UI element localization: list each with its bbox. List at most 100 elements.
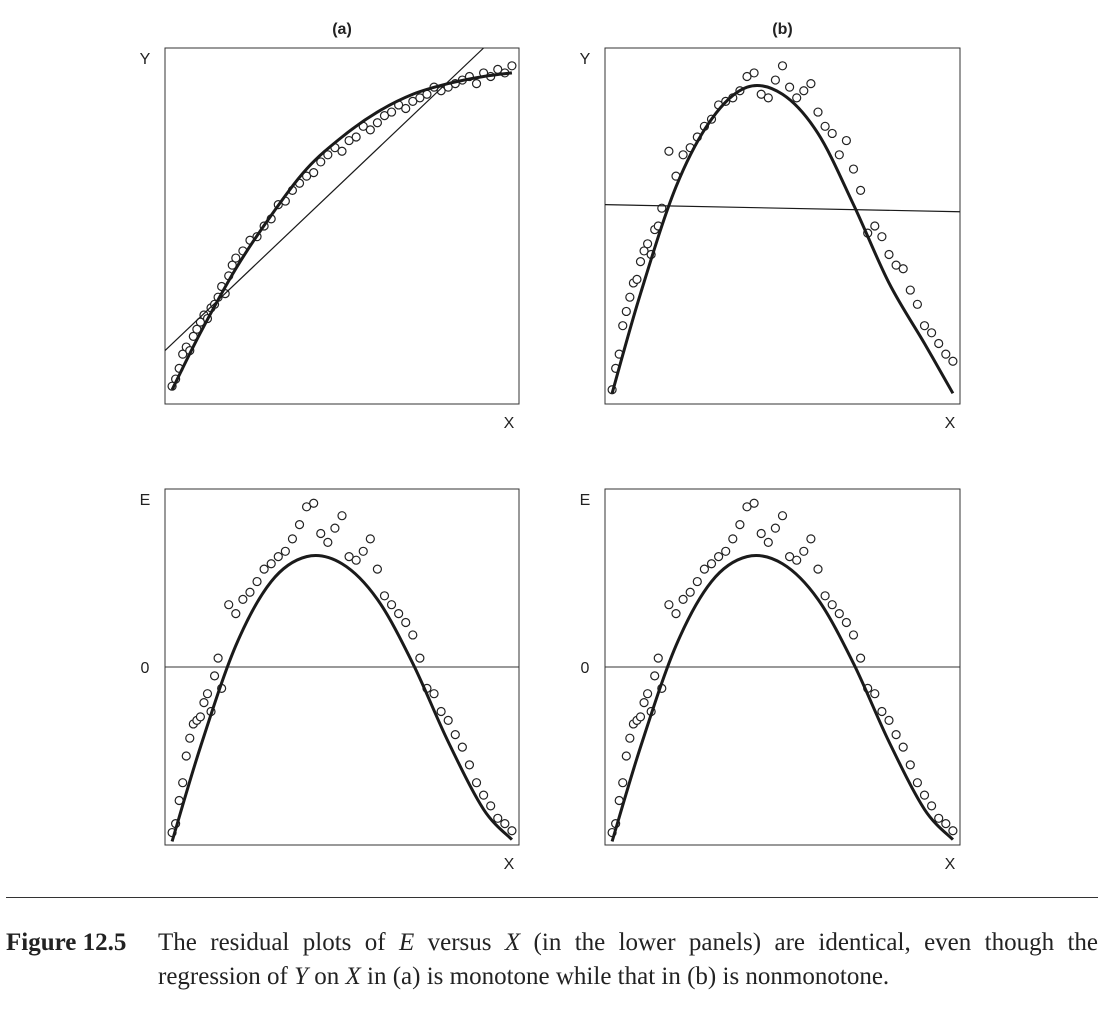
bottom-right-data-point [912,778,923,788]
bottom-left-data-point [185,733,195,743]
top-right-smooth-curve [610,83,955,395]
bottom-right-data-point [671,608,681,619]
bottom-right-data-point [639,697,649,708]
bottom-left-data-point [471,778,482,788]
bottom-right-data-point [905,760,915,770]
bottom-left-data-point [195,712,205,722]
bottom-right-data-point [777,511,788,521]
bottom-right-data-point [678,594,688,604]
bottom-right-data-point [699,564,710,574]
top-left-data-point [231,253,241,263]
bottom-left-data-point [358,546,368,556]
bottom-left-data-point [252,576,262,587]
bottom-left-data-point [316,528,326,539]
top-left-data-point [344,135,354,146]
top-left-plot-frame [164,47,520,405]
top-right-data-point [639,246,649,256]
top-right-y-axis-label: Y [580,51,591,68]
top-right-data-point [912,299,923,309]
caption-text: The residual plots of E versus X (in the… [158,929,1099,990]
bottom-right-ytick-label: 0 [581,660,590,677]
top-right-data-point [870,221,880,231]
top-right-data-point [948,356,958,366]
top-right-data-point [834,150,844,160]
bottom-right-data-point [813,564,823,574]
top-left-data-point [351,132,361,142]
bottom-left-data-point [323,537,333,548]
panel-bottom-left: 0 E X [140,488,520,873]
panel-top-left: (a) Y X [140,21,520,432]
bottom-left-data-point [199,697,209,708]
bottom-right-data-point [742,502,752,512]
bottom-right-data-point [685,587,695,597]
top-right-data-point [763,93,773,103]
top-left-data-point [178,349,188,359]
bottom-right-data-point [713,552,724,562]
bottom-right-data-point [664,600,674,610]
bottom-left-data-point [415,653,425,663]
bottom-left-data-point [351,555,361,565]
top-right-data-point [618,321,628,331]
bottom-left-data-point [178,778,188,788]
bottom-left-data-point [344,552,354,562]
top-left-data-point [471,78,482,89]
bottom-right-y-axis-label: E [580,492,591,509]
bottom-left-data-point [245,587,255,597]
bottom-left-data-point [181,751,191,761]
bottom-left-data-point [507,826,517,836]
top-left-data-point [408,96,418,107]
bottom-left-data-point [337,511,347,521]
top-left-x-axis-label: X [504,415,515,432]
top-right-data-point [820,121,830,131]
bottom-right-data-point [848,630,859,640]
bottom-right-data-point [898,742,908,752]
panel-top-right: (b) Y X [580,21,961,432]
bottom-right-data-point [642,689,653,699]
bottom-left-data-point [280,546,290,556]
top-left-data-point [372,118,382,128]
bottom-right-data-point [784,552,795,562]
bottom-right-data-point [926,801,937,811]
top-right-data-point [891,260,901,270]
bottom-left-data-point [457,742,467,752]
bottom-right-data-point [820,591,830,601]
bottom-right-x-axis-label: X [945,856,956,873]
bottom-left-data-point [429,689,439,699]
bottom-left-data-point [224,600,234,610]
top-left-data-point [507,61,517,71]
top-right-data-point [678,150,688,160]
bottom-right-data-point [870,689,880,699]
bottom-left-data-point [443,715,453,726]
top-right-data-point [799,86,809,96]
top-left-data-point [365,125,375,135]
top-right-data-point [898,264,908,274]
bottom-left-data-point [209,671,220,681]
top-left-data-point [337,146,347,156]
bottom-right-data-point [650,671,660,681]
bottom-right-data-point [806,534,816,544]
top-right-x-axis-label: X [945,415,956,432]
top-right-data-point [806,78,816,89]
top-right-data-point [813,107,823,117]
top-left-data-point [401,103,411,114]
bottom-right-data-point [792,555,802,565]
top-left-linear-fit-line [165,48,485,352]
bottom-left-data-point [479,790,489,800]
top-right-data-point [919,321,930,331]
top-right-data-point [841,135,852,146]
bottom-right-data-point [763,537,773,548]
top-right-data-point [827,128,837,139]
bottom-left-data-point [386,600,397,610]
top-left-data-point [386,107,397,117]
top-right-data-point [855,185,866,195]
top-right-data-point [848,164,859,174]
top-right-data-point [905,285,915,295]
bottom-left-data-point [500,819,510,829]
bottom-left-data-point [486,801,496,811]
top-left-y-axis-label: Y [140,51,151,68]
caption-label: Figure 12.5 [6,929,127,956]
bottom-left-data-point [309,498,319,508]
bottom-right-data-point [735,519,745,530]
top-right-data-point [621,306,631,317]
bottom-left-data-point [273,552,283,562]
